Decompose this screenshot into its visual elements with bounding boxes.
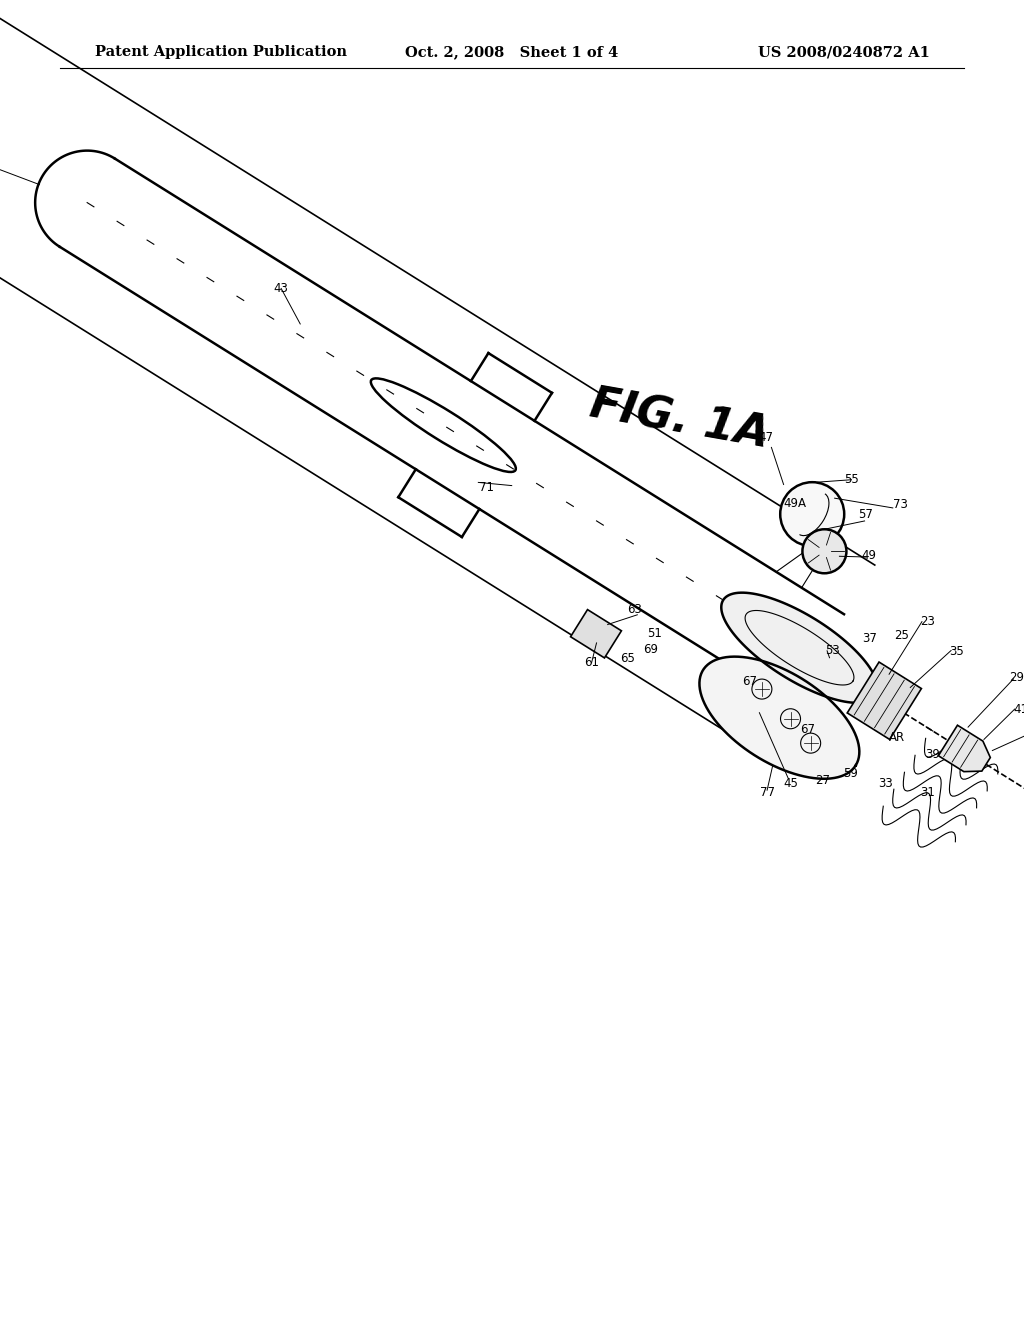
Text: 77: 77 (760, 787, 775, 800)
Text: 43: 43 (273, 282, 289, 294)
Text: 71: 71 (479, 482, 495, 494)
Text: 65: 65 (621, 652, 635, 665)
Text: 23: 23 (921, 615, 935, 628)
Text: AR: AR (889, 731, 904, 744)
Text: US 2008/0240872 A1: US 2008/0240872 A1 (758, 45, 930, 59)
Polygon shape (938, 725, 990, 772)
Text: 31: 31 (920, 785, 935, 799)
Polygon shape (699, 656, 859, 779)
Text: 67: 67 (800, 723, 815, 735)
Text: 61: 61 (584, 656, 599, 669)
Text: 63: 63 (628, 603, 642, 616)
Polygon shape (721, 593, 878, 702)
Text: 53: 53 (825, 644, 841, 657)
Text: 41: 41 (1013, 702, 1024, 715)
Text: 51: 51 (647, 627, 663, 640)
Text: 55: 55 (844, 474, 859, 486)
Text: 37: 37 (862, 632, 878, 645)
Text: Patent Application Publication: Patent Application Publication (95, 45, 347, 59)
Text: 67: 67 (741, 675, 757, 688)
Circle shape (803, 529, 847, 573)
Text: Oct. 2, 2008   Sheet 1 of 4: Oct. 2, 2008 Sheet 1 of 4 (406, 45, 618, 59)
Text: 47: 47 (758, 432, 773, 445)
Text: 39: 39 (926, 748, 940, 762)
Text: 35: 35 (949, 645, 964, 657)
Text: 33: 33 (878, 777, 893, 791)
Text: 73: 73 (893, 498, 908, 511)
Text: 49: 49 (861, 549, 877, 562)
Text: 45: 45 (783, 777, 799, 791)
Circle shape (780, 482, 844, 546)
Text: 69: 69 (644, 643, 658, 656)
Polygon shape (570, 610, 622, 657)
Text: 59: 59 (843, 767, 858, 780)
Text: 29: 29 (1010, 671, 1024, 684)
Text: 25: 25 (894, 628, 909, 642)
Text: FIG. 1A: FIG. 1A (587, 383, 773, 457)
Text: 49A: 49A (783, 498, 807, 510)
Text: 27: 27 (815, 774, 830, 787)
Polygon shape (847, 663, 922, 739)
Text: 57: 57 (858, 508, 872, 521)
